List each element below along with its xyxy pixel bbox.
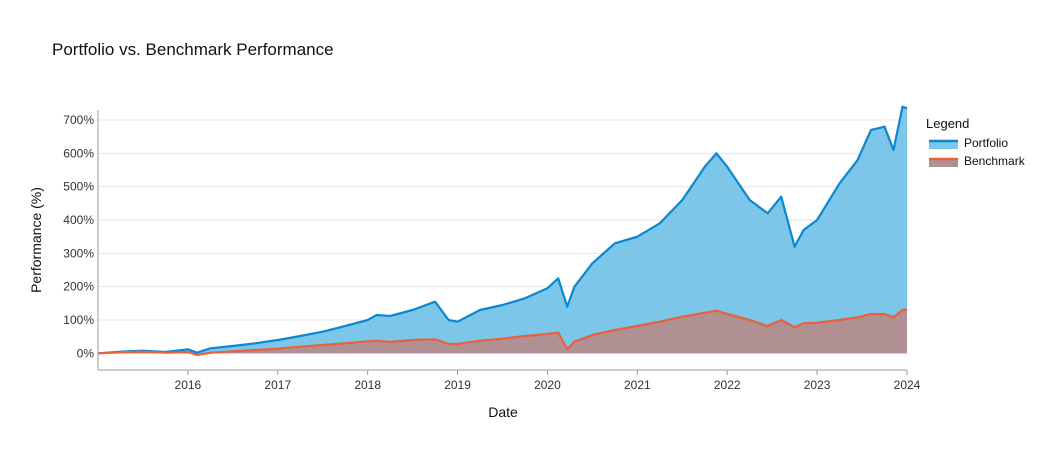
benchmark-legend-label: Benchmark [964, 154, 1026, 168]
legend-title: Legend [926, 116, 969, 131]
x-tick-label: 2017 [264, 378, 291, 392]
benchmark-area [98, 309, 907, 355]
x-tick-labels: 2016 2017 2018 2019 2020 2021 2022 2023 2024 [175, 378, 921, 392]
y-tick-label: 0% [77, 346, 95, 360]
y-tick-label: 500% [63, 180, 94, 194]
x-tick-label: 2019 [444, 378, 471, 392]
y-tick-label: 700% [63, 113, 94, 127]
grid [98, 119, 907, 354]
chart-title: Portfolio vs. Benchmark Performance [52, 40, 334, 59]
x-tick-label: 2022 [714, 378, 741, 392]
x-tick-label: 2023 [804, 378, 831, 392]
legend-items: Portfolio Benchmark [929, 136, 1026, 168]
series-areas [98, 106, 907, 355]
x-tick-label: 2018 [354, 378, 381, 392]
series-lines [97, 105, 908, 357]
y-tick-labels: 0% 100% 200% 300% 400% 500% 600% 700% [63, 113, 94, 360]
y-tick-label: 100% [63, 313, 94, 327]
y-tick-label: 600% [63, 146, 94, 160]
axes [97, 110, 908, 375]
y-axis-title: Performance (%) [28, 187, 44, 293]
portfolio-legend-swatch-fill [929, 141, 958, 149]
portfolio-line [97, 105, 908, 355]
y-tick-label: 200% [63, 280, 94, 294]
legend: Legend Portfolio Benchmark [926, 116, 1026, 168]
x-tick-label: 2021 [624, 378, 651, 392]
x-tick-label: 2024 [894, 378, 921, 392]
y-tick-label: 400% [63, 213, 94, 227]
x-tick-label: 2020 [534, 378, 561, 392]
benchmark-legend-swatch-fill [929, 159, 958, 167]
portfolio-legend-label: Portfolio [964, 136, 1008, 150]
y-tick-label: 300% [63, 246, 94, 260]
portfolio-area [98, 106, 907, 354]
benchmark-line [97, 308, 908, 357]
x-tick-label: 2016 [175, 378, 202, 392]
x-axis-title: Date [488, 404, 518, 420]
